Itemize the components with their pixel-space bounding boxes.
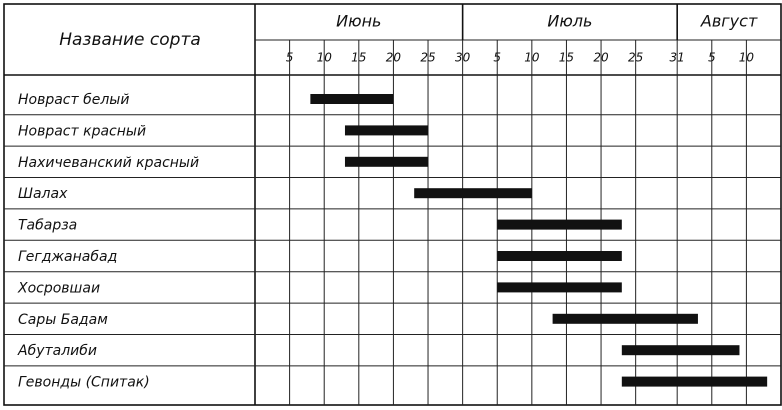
column-header: Название сорта bbox=[59, 30, 201, 50]
row-label: Нахичеванский красный bbox=[18, 155, 199, 171]
table-frame bbox=[3, 3, 782, 406]
row-label: Новраст белый bbox=[18, 92, 129, 108]
bar bbox=[310, 94, 394, 104]
row-label: Сары Бадам bbox=[18, 312, 108, 328]
row-label: Новраст красный bbox=[18, 123, 146, 139]
month-label: Июль bbox=[547, 12, 592, 31]
row-label: Табарза bbox=[18, 218, 77, 234]
bar bbox=[497, 219, 622, 230]
bar bbox=[344, 156, 429, 167]
month-label: Июнь bbox=[336, 12, 381, 31]
row-label: Хосровшаи bbox=[17, 280, 100, 296]
bar bbox=[621, 376, 768, 387]
row-label: Абуталиби bbox=[17, 343, 97, 359]
bar bbox=[497, 282, 622, 293]
row-label: Шалах bbox=[18, 186, 68, 202]
bar bbox=[552, 313, 698, 324]
bar bbox=[497, 251, 622, 261]
month-label: Август bbox=[700, 12, 758, 31]
bar bbox=[621, 345, 740, 356]
row-label: Гегджанабад bbox=[18, 249, 117, 265]
bar bbox=[344, 125, 429, 136]
row-label: Гевонды (Спитак) bbox=[18, 375, 150, 391]
bar bbox=[414, 188, 532, 199]
